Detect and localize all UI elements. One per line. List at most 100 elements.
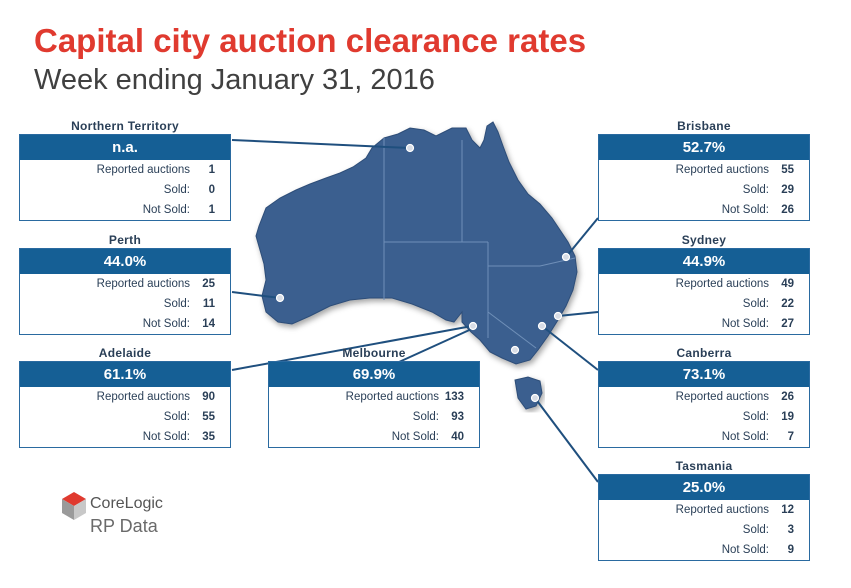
sold-row: Sold: 29: [599, 180, 809, 200]
reported-row: Reported auctions 26: [599, 387, 809, 407]
clearance-rate: n.a.: [20, 135, 230, 160]
sold-row: Sold: 22: [599, 294, 809, 314]
sold-label: Sold:: [742, 411, 769, 423]
reported-value: 12: [781, 504, 794, 516]
sold-label: Sold:: [742, 524, 769, 536]
reported-row: Reported auctions 133: [269, 387, 479, 407]
logo-sub: RP Data: [90, 516, 158, 536]
sold-row: Sold: 19: [599, 407, 809, 427]
not-sold-row: Not Sold: 40: [269, 427, 479, 447]
stats-panel: 44.9% Reported auctions 49 Sold: 22 Not So…: [598, 248, 810, 335]
clearance-rate: 44.0%: [20, 249, 230, 274]
not-sold-label: Not Sold:: [142, 318, 190, 330]
not-sold-label: Not Sold:: [142, 204, 190, 216]
city-name: Adelaide: [98, 346, 152, 360]
not-sold-label: Not Sold:: [721, 544, 769, 556]
sold-value: 19: [781, 411, 794, 423]
sold-label: Sold:: [163, 411, 190, 423]
not-sold-value: 14: [202, 318, 215, 330]
not-sold-value: 7: [787, 431, 794, 443]
sold-row: Sold: 11: [20, 294, 230, 314]
not-sold-value: 35: [202, 431, 215, 443]
city-name: Northern Territory: [71, 119, 179, 133]
reported-value: 49: [781, 278, 794, 290]
sold-row: Sold: 55: [20, 407, 230, 427]
sold-label: Sold:: [742, 298, 769, 310]
stats-panel: 44.0% Reported auctions 25 Sold: 11 Not So…: [19, 248, 231, 335]
city-name: Perth: [108, 233, 142, 247]
not-sold-label: Not Sold:: [721, 431, 769, 443]
reported-label: Reported auctions: [675, 278, 769, 290]
clearance-rate: 73.1%: [599, 362, 809, 387]
reported-value: 1: [208, 164, 215, 176]
sold-row: Sold: 3: [599, 520, 809, 540]
logo-brand: CoreLogic: [90, 495, 163, 512]
not-sold-row: Not Sold: 14: [20, 314, 230, 334]
reported-value: 26: [781, 391, 794, 403]
reported-row: Reported auctions 25: [20, 274, 230, 294]
reported-row: Reported auctions 90: [20, 387, 230, 407]
reported-label: Reported auctions: [96, 164, 190, 176]
reported-label: Reported auctions: [96, 278, 190, 290]
stats-panel: 73.1% Reported auctions 26 Sold: 19 Not So…: [598, 361, 810, 448]
sold-value: 3: [787, 524, 794, 536]
melbourne-box: Melbourne 69.9% Reported auctions 133 Sol…: [268, 345, 480, 448]
sold-value: 29: [781, 184, 794, 196]
stats-panel: 52.7% Reported auctions 55 Sold: 29 Not So…: [598, 134, 810, 221]
reported-row: Reported auctions 55: [599, 160, 809, 180]
reported-row: Reported auctions 12: [599, 500, 809, 520]
sold-value: 11: [202, 298, 215, 310]
not-sold-value: 9: [787, 544, 794, 556]
tasmania-shape: [514, 376, 543, 410]
sold-label: Sold:: [412, 411, 439, 423]
reported-label: Reported auctions: [96, 391, 190, 403]
clearance-rate: 61.1%: [20, 362, 230, 387]
not-sold-label: Not Sold:: [721, 204, 769, 216]
perth-box: Perth 44.0% Reported auctions 25 Sold: 11 …: [19, 232, 231, 335]
tasmania-box: Tasmania 25.0% Reported auctions 12 Sold:…: [598, 458, 810, 561]
corelogic-logo: CoreLogic RP Data: [60, 490, 163, 536]
reported-value: 55: [781, 164, 794, 176]
not-sold-row: Not Sold: 9: [599, 540, 809, 560]
sold-value: 93: [451, 411, 464, 423]
page-title: Capital city auction clearance rates: [34, 22, 587, 59]
stats-panel: n.a. Reported auctions 1 Sold: 0 Not Sold:…: [19, 134, 231, 221]
sold-value: 0: [208, 184, 215, 196]
sold-label: Sold:: [742, 184, 769, 196]
not-sold-label: Not Sold:: [142, 431, 190, 443]
sydney-box: Sydney 44.9% Reported auctions 49 Sold: 22…: [598, 232, 810, 335]
state-borders: [383, 138, 576, 349]
not-sold-row: Not Sold: 7: [599, 427, 809, 447]
reported-value: 90: [202, 391, 215, 403]
sold-label: Sold:: [163, 184, 190, 196]
not-sold-value: 1: [208, 204, 215, 216]
not-sold-label: Not Sold:: [721, 318, 769, 330]
clearance-rate: 69.9%: [269, 362, 479, 387]
corelogic-mark-icon: [62, 492, 86, 520]
clearance-rate: 25.0%: [599, 475, 809, 500]
sold-row: Sold: 0: [20, 180, 230, 200]
reported-label: Reported auctions: [675, 504, 769, 516]
sold-value: 22: [781, 298, 794, 310]
not-sold-row: Not Sold: 35: [20, 427, 230, 447]
city-name: Brisbane: [677, 119, 731, 133]
reported-label: Reported auctions: [675, 164, 769, 176]
stats-panel: 69.9% Reported auctions 133 Sold: 93 Not S…: [268, 361, 480, 448]
sold-value: 55: [202, 411, 215, 423]
not-sold-row: Not Sold: 1: [20, 200, 230, 220]
reported-label: Reported auctions: [345, 391, 439, 403]
not-sold-value: 26: [781, 204, 794, 216]
not-sold-row: Not Sold: 27: [599, 314, 809, 334]
stats-panel: 61.1% Reported auctions 90 Sold: 55 Not So…: [19, 361, 231, 448]
sold-row: Sold: 93: [269, 407, 479, 427]
city-name: Melbourne: [342, 346, 406, 360]
city-markers: [275, 143, 571, 403]
not-sold-row: Not Sold: 26: [599, 200, 809, 220]
reported-value: 133: [444, 391, 464, 403]
reported-row: Reported auctions 1: [20, 160, 230, 180]
page-subtitle: Week ending January 31, 2016: [34, 64, 435, 96]
city-name: Canberra: [676, 346, 732, 360]
adelaide-box: Adelaide 61.1% Reported auctions 90 Sold:…: [19, 345, 231, 448]
mainland-shape: [255, 121, 578, 365]
